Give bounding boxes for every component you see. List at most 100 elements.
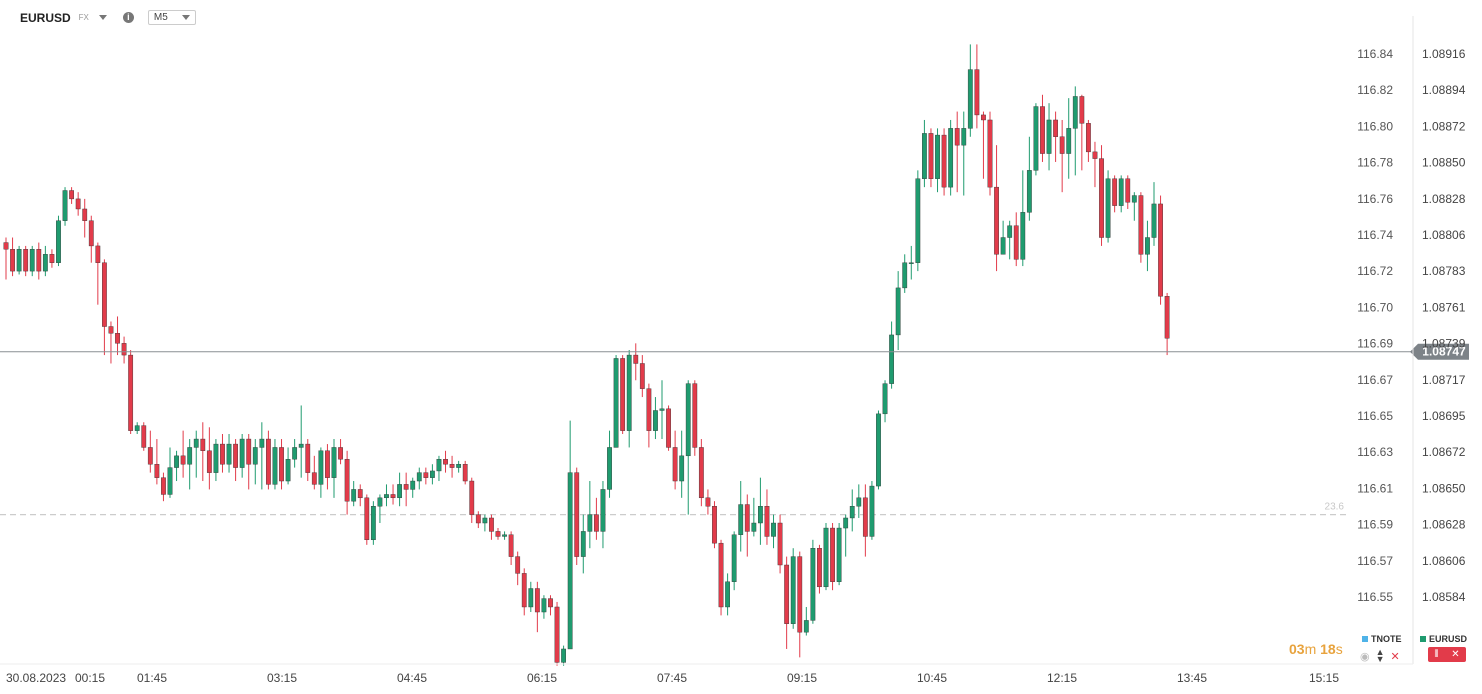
candle-body xyxy=(869,485,875,537)
candle-body xyxy=(515,556,521,574)
candle-body xyxy=(423,472,429,478)
chevron-down-icon xyxy=(181,15,190,20)
candle xyxy=(817,544,822,594)
candle xyxy=(1040,94,1045,162)
close-icon[interactable]: ✕ xyxy=(1390,650,1400,663)
candle-body xyxy=(29,249,35,272)
candle-body xyxy=(1013,225,1019,260)
candle xyxy=(266,430,271,490)
candle-body xyxy=(134,425,140,431)
candle xyxy=(653,397,658,440)
candle xyxy=(607,430,612,498)
candle xyxy=(738,481,744,552)
candle-body xyxy=(1053,119,1059,137)
candle-body xyxy=(672,447,678,482)
series-settings-button[interactable]: ⫴ ✕ xyxy=(1428,647,1466,662)
candle xyxy=(751,497,757,537)
tnote-color-swatch xyxy=(1362,636,1368,642)
candle-body xyxy=(42,254,48,272)
candle-body xyxy=(849,506,855,519)
candle xyxy=(193,430,199,478)
candle xyxy=(1066,98,1072,179)
secondary-tick-label: 116.70 xyxy=(1357,300,1393,314)
candle xyxy=(948,119,954,196)
candle-body xyxy=(843,517,849,529)
candle-body xyxy=(213,443,219,473)
candle xyxy=(1026,136,1032,221)
candle-body xyxy=(626,354,632,431)
candle xyxy=(69,187,75,204)
candle-body xyxy=(187,447,193,465)
candle-body xyxy=(1040,106,1045,154)
candle xyxy=(233,439,238,482)
candle-body xyxy=(856,497,862,507)
candle xyxy=(534,581,540,633)
eye-icon[interactable]: ◉ xyxy=(1360,650,1370,663)
candle-body xyxy=(397,484,402,499)
candle xyxy=(935,128,940,193)
legend-item-eurusd[interactable]: EURUSD xyxy=(1420,634,1467,644)
candle-body xyxy=(587,514,593,532)
candle xyxy=(357,484,363,507)
legend-label-tnote: TNOTE xyxy=(1371,634,1402,644)
info-icon[interactable]: i xyxy=(122,12,134,23)
candle-body xyxy=(751,522,757,532)
candle xyxy=(141,422,147,451)
candle-body xyxy=(364,497,370,541)
candle xyxy=(685,380,691,515)
candle-body xyxy=(1164,296,1170,339)
timeframe-select[interactable]: M5 xyxy=(147,10,196,25)
candle-body xyxy=(882,383,888,415)
candle-body xyxy=(95,245,101,263)
candle xyxy=(830,523,835,591)
candle xyxy=(292,439,298,468)
price-tick-label: 1.08695 xyxy=(1422,409,1466,423)
candle xyxy=(390,484,396,505)
candle xyxy=(528,581,534,613)
time-tick-label: 04:45 xyxy=(397,671,427,685)
candle-body xyxy=(712,506,717,544)
candle xyxy=(279,439,284,490)
candle xyxy=(1033,103,1039,176)
candle xyxy=(574,467,580,565)
candle xyxy=(161,472,166,502)
candle xyxy=(377,494,383,524)
candle xyxy=(1046,103,1052,171)
candle-body xyxy=(482,517,488,524)
symbol-dropdown-icon[interactable] xyxy=(98,15,107,20)
timeframe-value: M5 xyxy=(153,12,168,23)
candle-body xyxy=(436,458,442,472)
candle-body xyxy=(351,489,357,502)
candle xyxy=(843,514,849,557)
candle xyxy=(797,551,803,658)
price-tick-label: 1.08628 xyxy=(1422,518,1466,532)
secondary-tick-label: 116.59 xyxy=(1357,518,1393,532)
timer-seconds: 18 xyxy=(1320,641,1336,657)
candle-body xyxy=(797,556,803,633)
candle-body xyxy=(174,455,179,468)
candle xyxy=(1112,175,1118,213)
candle xyxy=(423,467,429,485)
candle xyxy=(744,494,750,557)
candle xyxy=(849,489,855,532)
candle xyxy=(134,422,140,435)
candle-body xyxy=(449,464,455,468)
candle xyxy=(672,430,678,490)
candle-body xyxy=(633,354,639,364)
candle xyxy=(790,548,796,629)
candlestick-series xyxy=(3,44,1170,666)
candle-body xyxy=(954,128,960,146)
candle-body xyxy=(115,333,120,344)
move-up-down-icon[interactable]: ▲ ▼ xyxy=(1375,647,1385,664)
candle xyxy=(475,511,481,529)
candle-body xyxy=(653,410,658,431)
candle xyxy=(384,484,389,507)
time-tick-label: 15:15 xyxy=(1309,671,1339,685)
candle xyxy=(941,128,947,196)
candle xyxy=(594,497,599,540)
legend-item-tnote[interactable]: TNOTE xyxy=(1362,634,1402,644)
candle-body xyxy=(771,522,776,537)
symbol-name[interactable]: EURUSD xyxy=(20,10,71,25)
candle xyxy=(626,350,632,448)
